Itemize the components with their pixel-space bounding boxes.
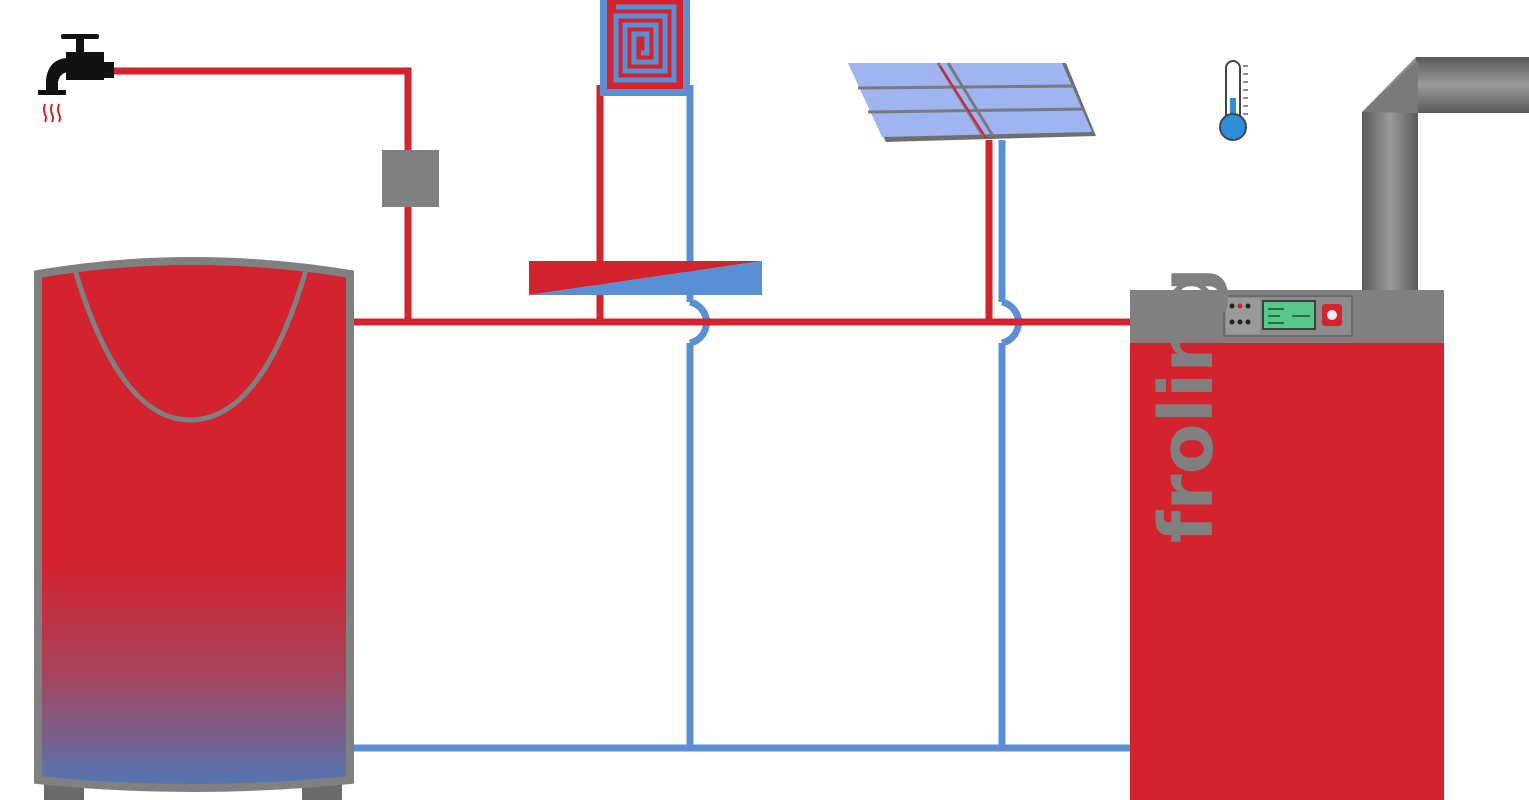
boiler-control-panel	[1223, 295, 1353, 337]
chimney-flue-icon	[1362, 57, 1529, 292]
heating-coil-icon	[600, 0, 690, 96]
water-tap-icon	[38, 34, 114, 123]
tank-inner-heat-exchanger	[72, 269, 309, 423]
storage-tank	[34, 257, 354, 800]
hydraulic-wedge	[529, 261, 762, 295]
mixing-valve	[382, 150, 439, 207]
tank-body	[34, 257, 354, 792]
boiler-brand-label: froling	[1144, 267, 1230, 543]
thermometer-icon	[1219, 60, 1248, 141]
solar-panel-icon	[848, 62, 1096, 142]
boiler-body	[1130, 343, 1444, 800]
hot-tap-pipe	[112, 67, 412, 322]
cold-return-pipes	[346, 85, 1132, 752]
pellet-boiler: froling	[1130, 267, 1444, 800]
